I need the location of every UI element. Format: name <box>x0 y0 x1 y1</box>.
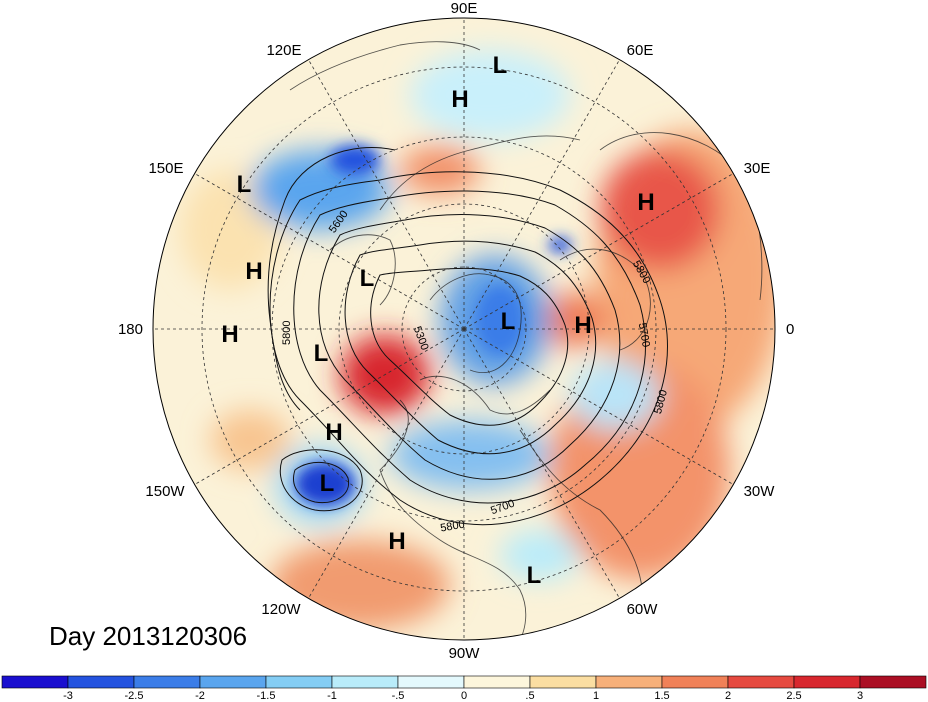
graticule <box>153 18 775 640</box>
colorbar: -3 -2.5 -2 -1.5 -1 -.5 0 .5 1 1.5 2 2.5 3 <box>1 675 927 702</box>
colorbar-swatch <box>133 675 201 689</box>
high-center: H <box>388 528 405 555</box>
longitude-label-120e: 120E <box>266 42 301 59</box>
colorbar-swatch <box>859 675 927 689</box>
colorbar-swatch <box>793 675 861 689</box>
colorbar-swatch <box>727 675 795 689</box>
high-center: H <box>574 312 591 339</box>
colorbar-swatch <box>463 675 531 689</box>
colorbar-swatch <box>331 675 399 689</box>
cool-region <box>570 360 660 430</box>
low-center: L <box>493 52 508 79</box>
warm-region <box>400 145 480 195</box>
low-center: L <box>320 470 335 497</box>
colorbar-swatch <box>199 675 267 689</box>
longitude-label-90w: 90W <box>449 645 481 662</box>
colorbar-swatch <box>1 675 69 689</box>
map-title: Day 2013120306 <box>49 621 247 651</box>
colorbar-tick-label: -.5 <box>392 690 405 702</box>
longitude-labels: 90E 60E 30E 0 30W 60W 90W 120W 150W 180 … <box>118 0 794 662</box>
colorbar-tick-label: -1.5 <box>257 690 276 702</box>
high-center: H <box>637 189 654 216</box>
high-center: H <box>451 86 468 113</box>
colorbar-swatch <box>67 675 135 689</box>
warm-region <box>210 410 290 470</box>
cold-core <box>330 145 380 175</box>
low-center: L <box>237 171 252 198</box>
contour-label: 5800 <box>281 321 293 345</box>
high-center: H <box>221 321 238 348</box>
height-contours <box>267 146 668 526</box>
longitude-label-0: 0 <box>786 321 794 338</box>
colorbar-tick-label: 2.5 <box>786 690 801 702</box>
colorbar-tick-label: -1 <box>327 690 337 702</box>
colorbar-swatch <box>529 675 597 689</box>
colorbar-swatch <box>397 675 465 689</box>
high-center: H <box>325 419 342 446</box>
longitude-label-90e: 90E <box>451 0 478 17</box>
low-center: L <box>527 562 542 589</box>
coastlines <box>289 41 763 640</box>
longitude-label-30e: 30E <box>744 160 771 177</box>
low-center: L <box>501 308 516 335</box>
colorbar-tick-label: 1.5 <box>654 690 669 702</box>
colorbar-tick-label: 0 <box>461 690 467 702</box>
longitude-label-180: 180 <box>118 321 143 338</box>
cold-core <box>295 462 355 506</box>
cool-region <box>390 420 550 490</box>
anomaly-field <box>153 18 775 640</box>
longitude-label-60w: 60W <box>627 601 659 618</box>
colorbar-swatch <box>265 675 333 689</box>
colorbar-swatch <box>661 675 729 689</box>
colorbar-tick-label: 3 <box>857 690 863 702</box>
contour-label: 5800 <box>439 519 465 535</box>
low-center: L <box>314 340 329 367</box>
contour-label: 5700 <box>636 322 652 348</box>
cool-region <box>500 530 580 580</box>
high-center: H <box>245 258 262 285</box>
colorbar-tick-label: 2 <box>725 690 731 702</box>
colorbar-swatch <box>595 675 663 689</box>
warm-region <box>600 150 720 270</box>
colorbar-tick-label: 1 <box>593 690 599 702</box>
cold-core <box>475 285 525 355</box>
low-center: L <box>360 265 375 292</box>
pressure-centers: H L H L H L H L L H L H H L H L <box>221 52 654 589</box>
longitude-label-150w: 150W <box>145 483 185 500</box>
warm-region <box>545 292 605 348</box>
longitude-label-60e: 60E <box>627 42 654 59</box>
cool-region <box>410 50 570 140</box>
colorbar-tick-label: -2 <box>195 690 205 702</box>
longitude-label-150e: 150E <box>148 160 183 177</box>
colorbar-tick-label: .5 <box>525 690 534 702</box>
longitude-label-30w: 30W <box>744 483 776 500</box>
colorbar-tick-label: -2.5 <box>125 690 144 702</box>
map-border <box>152 17 776 641</box>
longitude-label-120w: 120W <box>261 601 301 618</box>
colorbar-tick-label: -3 <box>63 690 73 702</box>
